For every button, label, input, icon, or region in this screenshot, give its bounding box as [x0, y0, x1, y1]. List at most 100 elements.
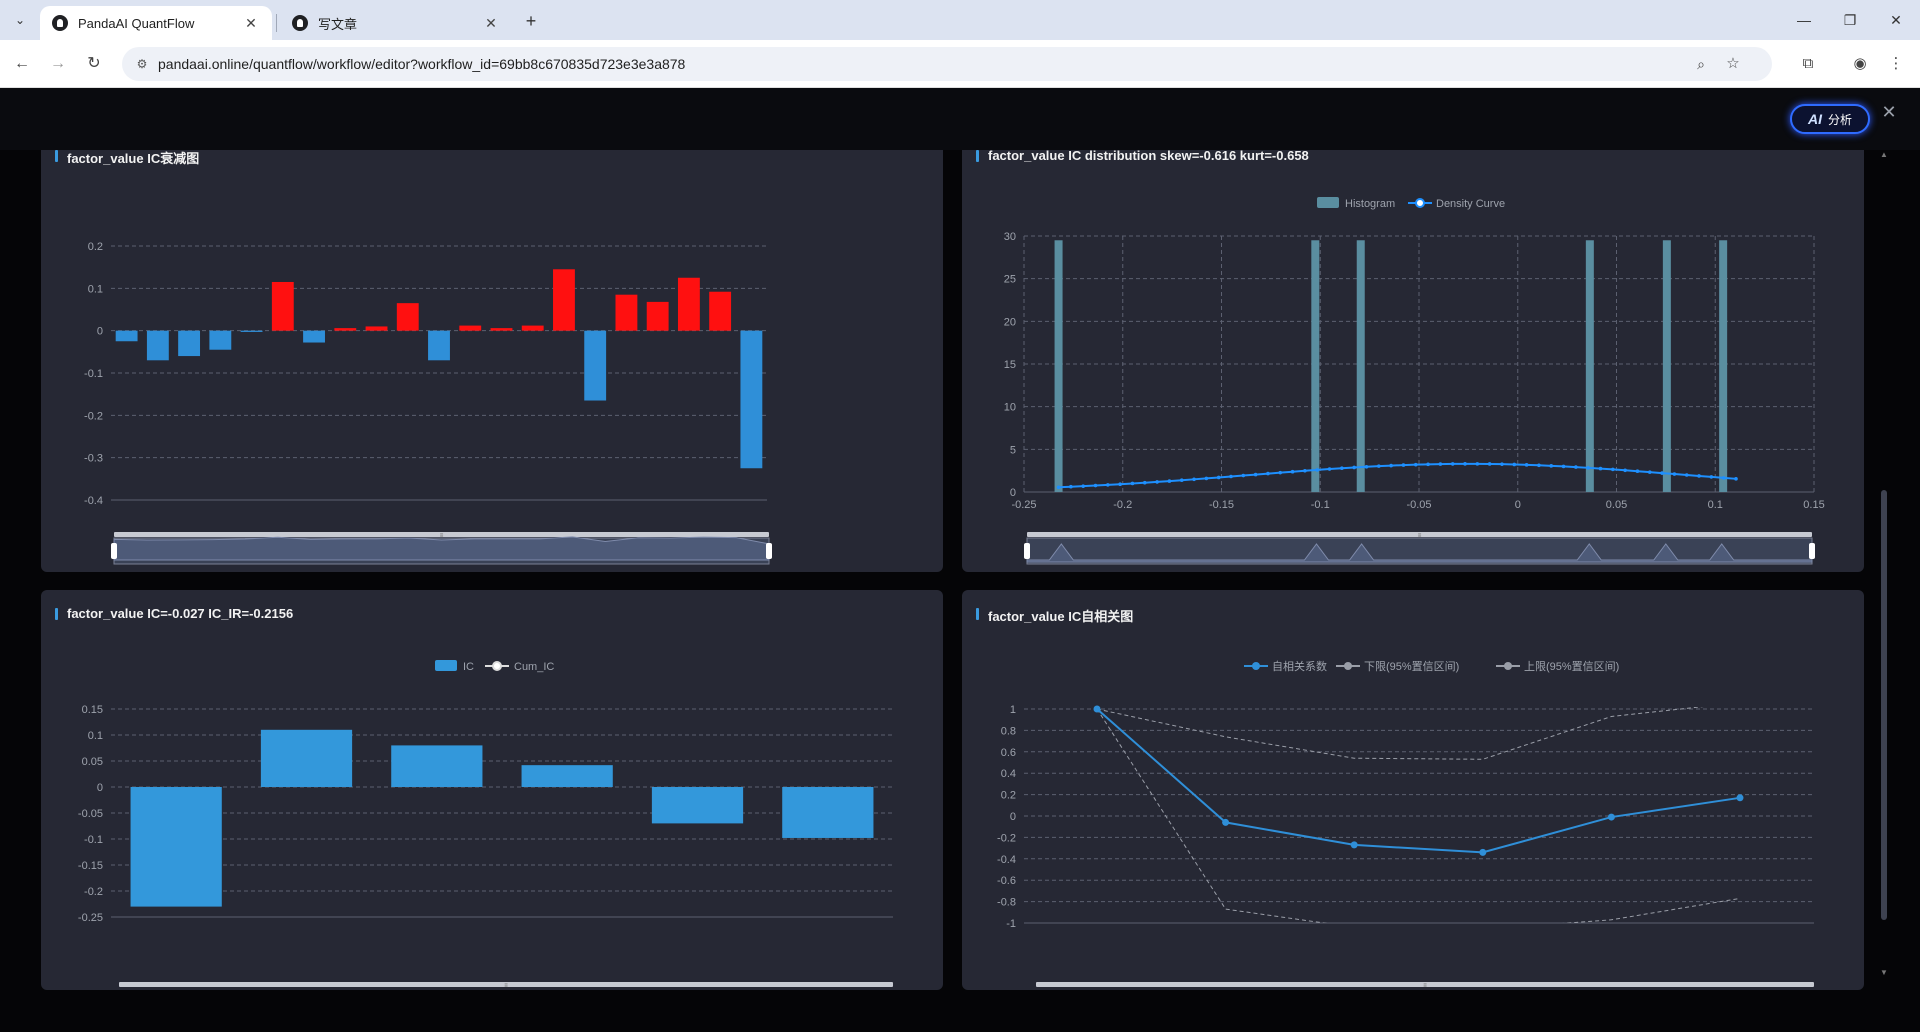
modal-close-icon[interactable]: ✕	[1881, 102, 1897, 122]
zoom-slider-track	[119, 982, 893, 987]
density-point	[1684, 473, 1689, 477]
y-tick-label: 0	[1010, 811, 1016, 823]
zoom-handle-left	[111, 543, 117, 559]
density-point	[1647, 470, 1652, 474]
y-tick-label: -0.05	[78, 808, 103, 820]
address-bar[interactable]: ⚙ pandaai.online/quantflow/workflow/edit…	[122, 47, 1772, 81]
x-tick-label: -0.25	[1011, 499, 1036, 511]
more-menu-icon[interactable]: ⋮	[1888, 55, 1904, 72]
back-arrow-icon[interactable]: ←	[14, 55, 30, 72]
autocorrelation-point	[1479, 848, 1487, 856]
y-tick-label: -0.2	[84, 886, 103, 898]
bar	[615, 294, 638, 331]
ai-analysis-button[interactable]: AI 分析	[1790, 104, 1870, 134]
density-point	[1290, 469, 1295, 474]
new-tab-plus-icon[interactable]: +	[525, 11, 537, 31]
histogram-bar	[1054, 240, 1063, 492]
close-window-icon[interactable]: ✕	[1890, 12, 1902, 28]
y-tick-label: 0.8	[1001, 725, 1016, 737]
density-point	[1167, 479, 1172, 483]
scroll-down-arrow-icon[interactable]: ▼	[1880, 968, 1888, 977]
panel-ic-bar: factor_value IC=-0.027 IC_IR=-0.2156 IC C…	[41, 590, 943, 990]
reload-icon[interactable]: ↻	[87, 55, 101, 72]
bar	[521, 765, 613, 787]
x-tick-label: 0.1	[1708, 499, 1723, 511]
tab-pandaai[interactable]: PandaAI QuantFlow ✕	[40, 6, 272, 40]
y-tick-label: -0.8	[997, 897, 1016, 909]
legend-label: 自相关系数	[1272, 659, 1327, 673]
bar	[553, 269, 575, 331]
chart-grid: factor_value IC衰减图 0.2 0.1 0 -0.1 -0.2 -0.3 -0…	[30, 150, 1890, 1032]
tab-search-chevron-icon[interactable]: ⌄	[14, 13, 26, 27]
scrollbar-thumb[interactable]	[1881, 490, 1887, 920]
app-page: AI 分析 ✕ factor_value IC衰减图 0.2 0.1 0 -0.1 -0…	[0, 88, 1920, 1032]
y-tick-label: 0.15	[82, 704, 103, 716]
zoom-slider-track	[1027, 532, 1812, 537]
tab-close-icon[interactable]: ✕	[245, 15, 257, 31]
density-point	[1709, 475, 1714, 479]
legend-density-marker	[1415, 198, 1425, 208]
x-tick-label: 0	[1515, 499, 1521, 511]
density-point	[1315, 468, 1320, 472]
autocorrelation-point	[1607, 813, 1615, 821]
legend-histogram-swatch	[1317, 197, 1339, 208]
minimize-icon[interactable]: —	[1797, 12, 1811, 28]
zoom-grip-icon: ≡	[504, 983, 508, 989]
density-point	[1450, 462, 1455, 466]
zoom-handle-left	[1024, 543, 1030, 559]
zoom-magnifier-icon[interactable]: ⌕	[1697, 56, 1705, 72]
y-tick-label: 0.4	[1001, 768, 1016, 780]
y-tick-label: 5	[1010, 444, 1016, 456]
density-point	[1216, 475, 1221, 480]
url-text[interactable]: pandaai.online/quantflow/workflow/editor…	[158, 56, 686, 72]
zoom-grip-icon: ≡	[440, 533, 444, 539]
tab-close-icon[interactable]: ✕	[485, 15, 497, 31]
bar	[782, 787, 874, 838]
bar	[209, 330, 232, 350]
histogram-bar	[1585, 240, 1594, 492]
extensions-puzzle-icon[interactable]: ⧉	[1802, 55, 1814, 72]
browser-tab-bar: ⌄ PandaAI QuantFlow ✕ 写文章 ✕ + — ❐ ✕	[0, 0, 1920, 40]
x-tick-label: 0.15	[1803, 499, 1824, 511]
y-tick-label: 15	[1004, 359, 1016, 371]
density-point	[1069, 484, 1073, 489]
density-point	[1697, 474, 1701, 478]
histogram-bar	[1719, 240, 1728, 492]
bar	[303, 330, 325, 343]
density-point	[1500, 462, 1504, 466]
density-point	[1598, 466, 1603, 471]
legend-marker	[1252, 662, 1260, 670]
zoom-slider-track	[1036, 982, 1814, 987]
y-tick-label: 25	[1004, 274, 1016, 286]
site-settings-icon[interactable]: ⚙	[136, 57, 148, 71]
density-point	[1327, 467, 1332, 471]
scroll-up-arrow-icon[interactable]: ▲	[1880, 150, 1888, 159]
y-tick-label: 0	[1010, 487, 1016, 499]
restore-icon[interactable]: ❐	[1843, 12, 1857, 28]
density-point	[1537, 463, 1541, 468]
y-tick-label: 1	[1010, 704, 1016, 716]
forward-arrow-icon[interactable]: →	[50, 55, 66, 72]
ai-badge: AI	[1807, 111, 1822, 127]
panel-ic-decay: factor_value IC衰减图 0.2 0.1 0 -0.1 -0.2 -0.3 -0…	[41, 150, 943, 572]
bar	[646, 301, 669, 331]
y-tick-label: -0.6	[997, 875, 1016, 887]
legend-cumic-label: Cum_IC	[514, 661, 554, 673]
page-scrollbar[interactable]: ▲ ▼	[1878, 150, 1890, 980]
density-point	[1179, 478, 1184, 483]
y-tick-label: -0.2	[84, 410, 103, 422]
histogram-bar	[1662, 240, 1671, 492]
density-point	[1266, 471, 1270, 476]
autocorrelation-point	[1350, 841, 1358, 849]
tab-write-article[interactable]: 写文章 ✕	[280, 6, 512, 40]
profile-avatar-icon[interactable]: ◉	[1853, 55, 1867, 72]
bookmark-star-icon[interactable]: ☆	[1726, 55, 1740, 72]
density-point	[1253, 472, 1258, 477]
bar	[584, 330, 607, 401]
density-point	[1660, 471, 1664, 475]
density-point	[1352, 465, 1356, 470]
zoom-grip-icon: ≡	[1423, 983, 1427, 989]
bar	[260, 729, 353, 787]
y-tick-label: -0.3	[84, 453, 103, 465]
y-tick-label: 0.2	[88, 241, 103, 253]
